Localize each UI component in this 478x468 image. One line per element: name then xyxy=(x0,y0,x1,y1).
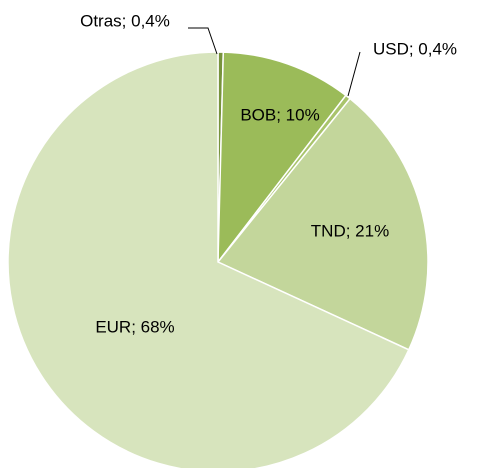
pie-slice xyxy=(216,97,429,351)
data-label: USD; 0,4% xyxy=(373,39,457,58)
data-label: EUR; 68% xyxy=(95,317,174,336)
leader-line xyxy=(188,27,218,55)
pie-slice xyxy=(217,51,347,265)
leader-line xyxy=(347,51,361,97)
pie-slice xyxy=(7,51,410,468)
data-label: TND; 21% xyxy=(311,221,389,240)
data-label: Otras; 0,4% xyxy=(80,11,170,30)
data-label: BOB; 10% xyxy=(240,105,319,124)
